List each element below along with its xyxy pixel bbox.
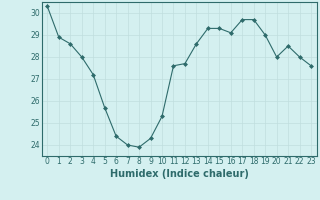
- X-axis label: Humidex (Indice chaleur): Humidex (Indice chaleur): [110, 169, 249, 179]
